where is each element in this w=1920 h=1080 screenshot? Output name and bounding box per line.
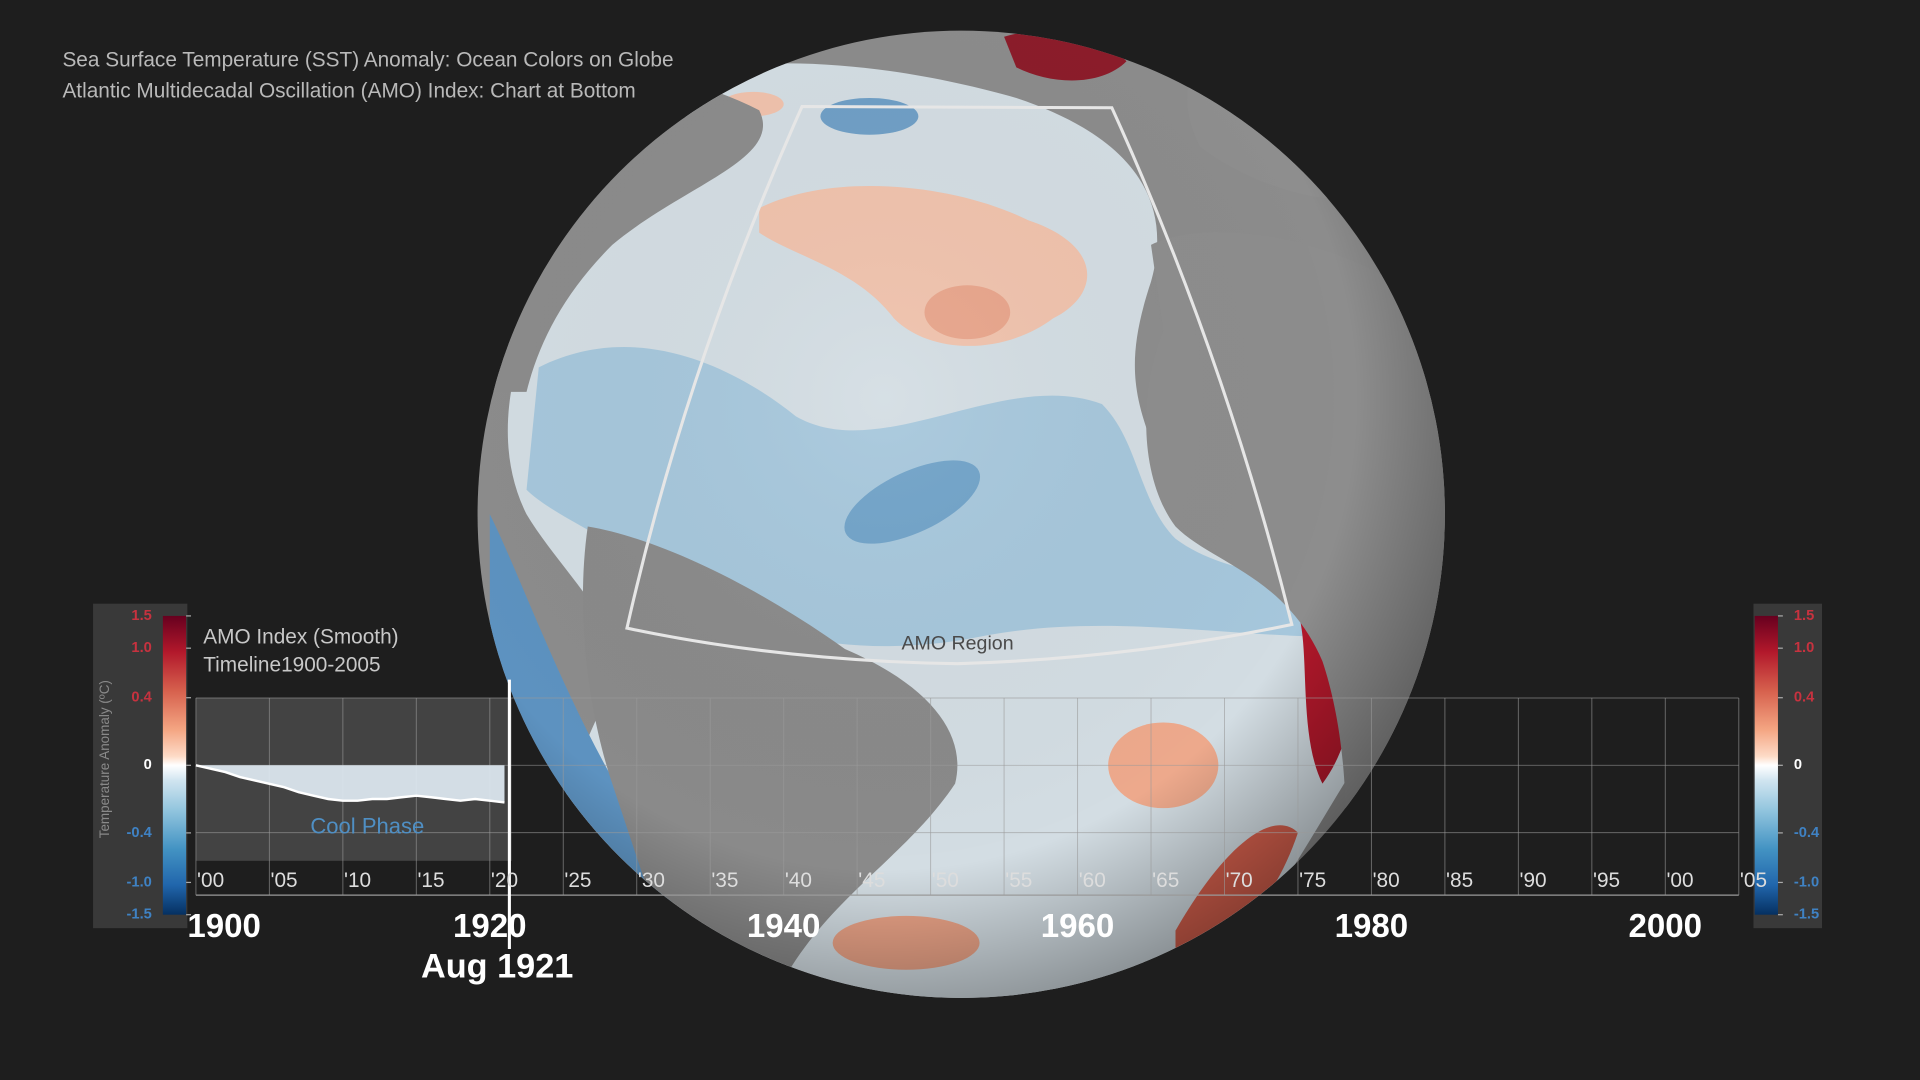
x-tick-label: '35	[711, 869, 738, 892]
decade-label: 2000	[1629, 908, 1703, 945]
decade-label: 1900	[187, 908, 261, 945]
x-tick-label: '20	[491, 869, 518, 892]
x-tick-label: '00	[197, 869, 224, 892]
x-tick-label: '45	[858, 869, 885, 892]
x-tick-label: '50	[932, 869, 959, 892]
colorbar	[162, 615, 187, 915]
line	[195, 764, 505, 804]
chart-subtitle: Timeline1900-2005	[203, 654, 380, 677]
colorbar-tick-label: -1.0	[1794, 874, 1819, 890]
x-tick-label: '10	[344, 869, 371, 892]
labels: 1.5 1.5 1.0 1.0 0.4 0.4 0 0 -0.4 -0.4 -1.0 -1.0 -1.5…	[127, 608, 1820, 986]
header-line: Atlantic Multidecadal Oscillation (AMO) …	[62, 79, 635, 102]
x-tick-label: '90	[1520, 869, 1547, 892]
amo-region-outline	[625, 104, 1294, 666]
y-axis-label: Temperature Anomaly (ºC)	[97, 680, 112, 838]
x-tick-label: '80	[1373, 869, 1400, 892]
x-tick-label: '30	[638, 869, 665, 892]
x-tick-label: '70	[1226, 869, 1253, 892]
x-tick-label: '15	[417, 869, 444, 892]
x-tick-label: '25	[564, 869, 591, 892]
decade-label: 1920	[453, 908, 527, 945]
decade-label: 1940	[747, 908, 821, 945]
globe: AMO Region	[477, 30, 1445, 998]
colorbar-tick-label: 1.0	[1794, 640, 1814, 656]
colorbar-tick-label: -0.4	[1794, 825, 1820, 841]
colorbar-tick-label: -1.5	[1794, 907, 1819, 923]
current-date: Aug 1921	[421, 948, 573, 986]
decade-label: 1960	[1041, 908, 1115, 945]
x-tick-label: '65	[1152, 869, 1179, 892]
amo-region-label: AMO Region	[902, 632, 1014, 654]
x-tick-label: '75	[1299, 869, 1326, 892]
x-tick-label: '00	[1666, 869, 1693, 892]
area	[195, 765, 505, 803]
phase-label: Cool Phase	[310, 814, 424, 839]
colorbar-tick-label: 1.5	[131, 608, 151, 624]
x-tick-label: '40	[785, 869, 812, 892]
colorbar-tick-label: 1.0	[131, 640, 151, 656]
globe-shading	[477, 30, 1445, 998]
decade-label: 1980	[1335, 908, 1409, 945]
colorbar-tick-label: 0	[1794, 757, 1802, 773]
colorbar-tick-label: 0	[144, 757, 152, 773]
x-tick-label: '55	[1005, 869, 1032, 892]
colorbar	[1754, 615, 1778, 915]
colorbar-tick-label: -1.5	[127, 907, 152, 923]
colorbar-tick-label: 0.4	[1794, 690, 1815, 706]
colorbar-tick-label: 1.5	[1794, 608, 1814, 624]
colorbar-tick-label: -1.0	[127, 874, 152, 890]
x-tick-label: '85	[1446, 869, 1473, 892]
header-line: Sea Surface Temperature (SST) Anomaly: O…	[62, 49, 673, 72]
x-tick-label: '95	[1593, 869, 1620, 892]
x-tick-label: '05	[1740, 869, 1767, 892]
chart-title: AMO Index (Smooth)	[203, 625, 398, 648]
colorbar-tick-label: -0.4	[127, 825, 153, 841]
plot	[195, 679, 511, 949]
colorbar-tick-label: 0.4	[131, 690, 152, 706]
x-tick-label: '60	[1079, 869, 1106, 892]
x-tick-label: '05	[271, 869, 298, 892]
